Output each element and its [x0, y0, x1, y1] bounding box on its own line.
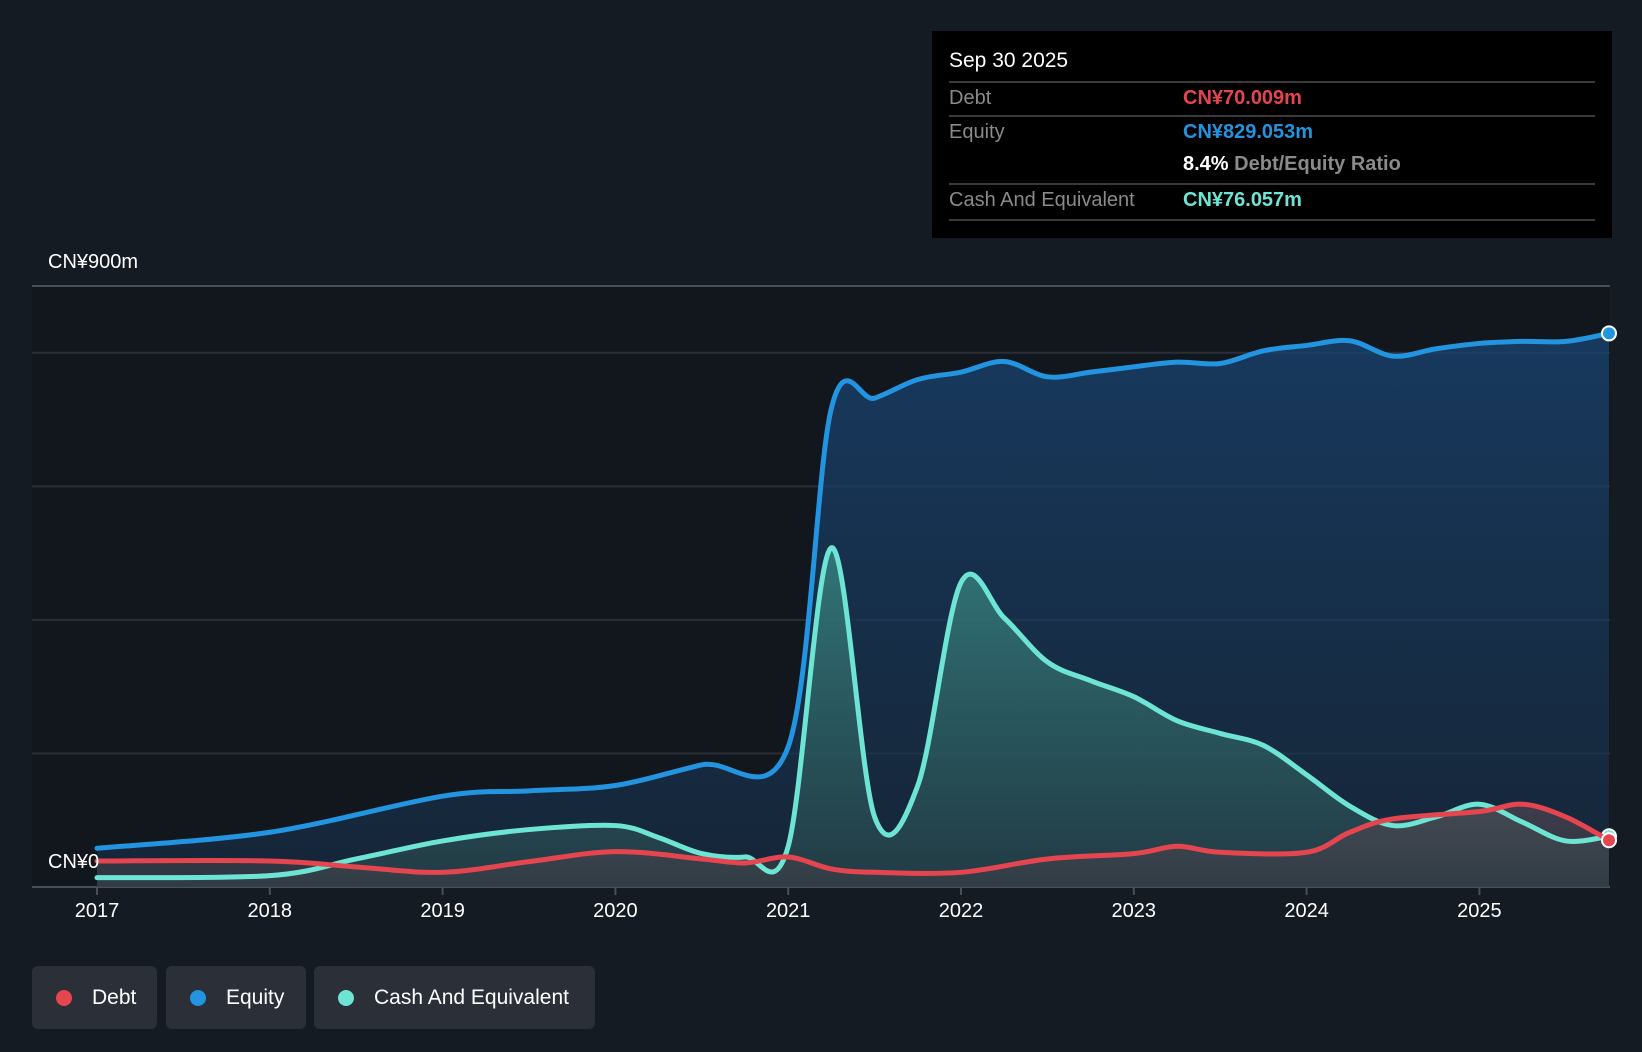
cash-area — [97, 547, 1609, 887]
tooltip-debt-label: Debt — [949, 87, 992, 109]
x-tick-label: 2022 — [938, 900, 984, 922]
x-tick-label: 2025 — [1457, 900, 1502, 922]
equity-line — [94, 330, 1612, 851]
tooltip-cash-value: CN¥76.057m — [1183, 189, 1302, 211]
tooltip-date: Sep 30 2025 — [949, 49, 1069, 72]
tooltip-equity-label: Equity — [949, 121, 1005, 143]
tooltip-cash-label: Cash And Equivalent — [949, 189, 1135, 211]
cash-dot-icon — [338, 989, 354, 1006]
tooltip-equity-row: Equity CN¥829.053m — [949, 115, 1595, 151]
x-tick-label: 2024 — [1284, 900, 1329, 922]
tooltip-debt-value: CN¥70.009m — [1183, 87, 1302, 109]
debt-endpoint — [1601, 832, 1617, 849]
x-tick-label: 2023 — [1111, 900, 1157, 922]
equity-endpoint — [1601, 325, 1617, 342]
legend-equity[interactable]: Equity — [166, 966, 306, 1029]
x-tick-label: 2017 — [74, 900, 120, 922]
cash-line — [94, 545, 1612, 881]
tooltip-cash-row: Cash And Equivalent CN¥76.057m — [949, 183, 1595, 221]
x-tick-label: 2020 — [593, 900, 638, 922]
tooltip-ratio: 8.4% Debt/Equity Ratio — [1183, 153, 1401, 176]
x-tick-label: 2021 — [765, 900, 811, 922]
debt-dot-icon — [56, 989, 72, 1006]
debt-line — [94, 801, 1612, 876]
y-axis-top-label: CN¥900m — [48, 251, 139, 273]
tooltip-debt-row: Debt CN¥70.009m — [949, 81, 1595, 117]
tooltip: Sep 30 2025 Debt CN¥70.009m Equity CN¥82… — [932, 31, 1612, 238]
x-tick-label: 2018 — [247, 900, 293, 922]
legend-cash-label: Cash And Equivalent — [374, 985, 569, 1009]
y-axis-bottom-label: CN¥0 — [48, 851, 100, 873]
legend-cash[interactable]: Cash And Equivalent — [314, 966, 595, 1029]
equity-dot-icon — [190, 989, 206, 1006]
tooltip-ratio-label: Debt/Equity Ratio — [1234, 153, 1401, 175]
tooltip-ratio-value: 8.4% — [1183, 153, 1229, 175]
legend-debt[interactable]: Debt — [32, 966, 157, 1029]
debt-area — [97, 804, 1609, 887]
tooltip-equity-value: CN¥829.053m — [1183, 121, 1314, 143]
legend-debt-label: Debt — [92, 985, 137, 1009]
legend-equity-label: Equity — [226, 985, 285, 1009]
x-tick-label: 2019 — [420, 900, 465, 922]
